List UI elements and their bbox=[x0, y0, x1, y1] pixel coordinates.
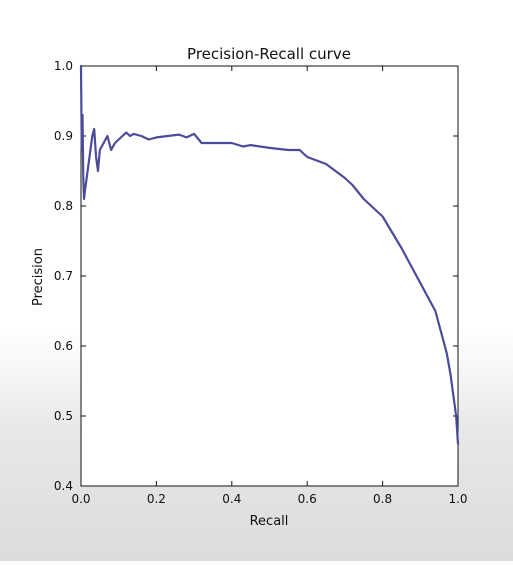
x-tick-label: 0.6 bbox=[298, 492, 317, 506]
y-tick-label: 0.9 bbox=[54, 129, 73, 143]
x-tick-label: 0.0 bbox=[71, 492, 90, 506]
y-tick-label: 0.4 bbox=[54, 479, 73, 493]
x-tick-label: 1.0 bbox=[448, 492, 467, 506]
plot-area: 0.0 0.2 0.4 0.6 0.8 1.0 0.4 0.5 0.6 0.7 0.8 0.9 1.0 bbox=[54, 59, 468, 506]
pr-curve-line bbox=[79, 64, 460, 446]
y-tick-label: 0.8 bbox=[54, 199, 73, 213]
x-tick-label: 0.8 bbox=[373, 492, 392, 506]
y-tick-label: 0.7 bbox=[54, 269, 73, 283]
x-tick-label: 0.4 bbox=[222, 492, 241, 506]
y-tick-label: 0.5 bbox=[54, 409, 73, 423]
y-tick-label: 0.6 bbox=[54, 339, 73, 353]
plot-frame bbox=[80, 65, 459, 487]
y-axis-label: Precision bbox=[31, 248, 46, 306]
x-tick-label: 0.2 bbox=[147, 492, 166, 506]
y-tick-label: 1.0 bbox=[54, 59, 73, 73]
chart-title: Precision-Recall curve bbox=[187, 45, 351, 63]
x-axis-label: Recall bbox=[250, 514, 289, 529]
